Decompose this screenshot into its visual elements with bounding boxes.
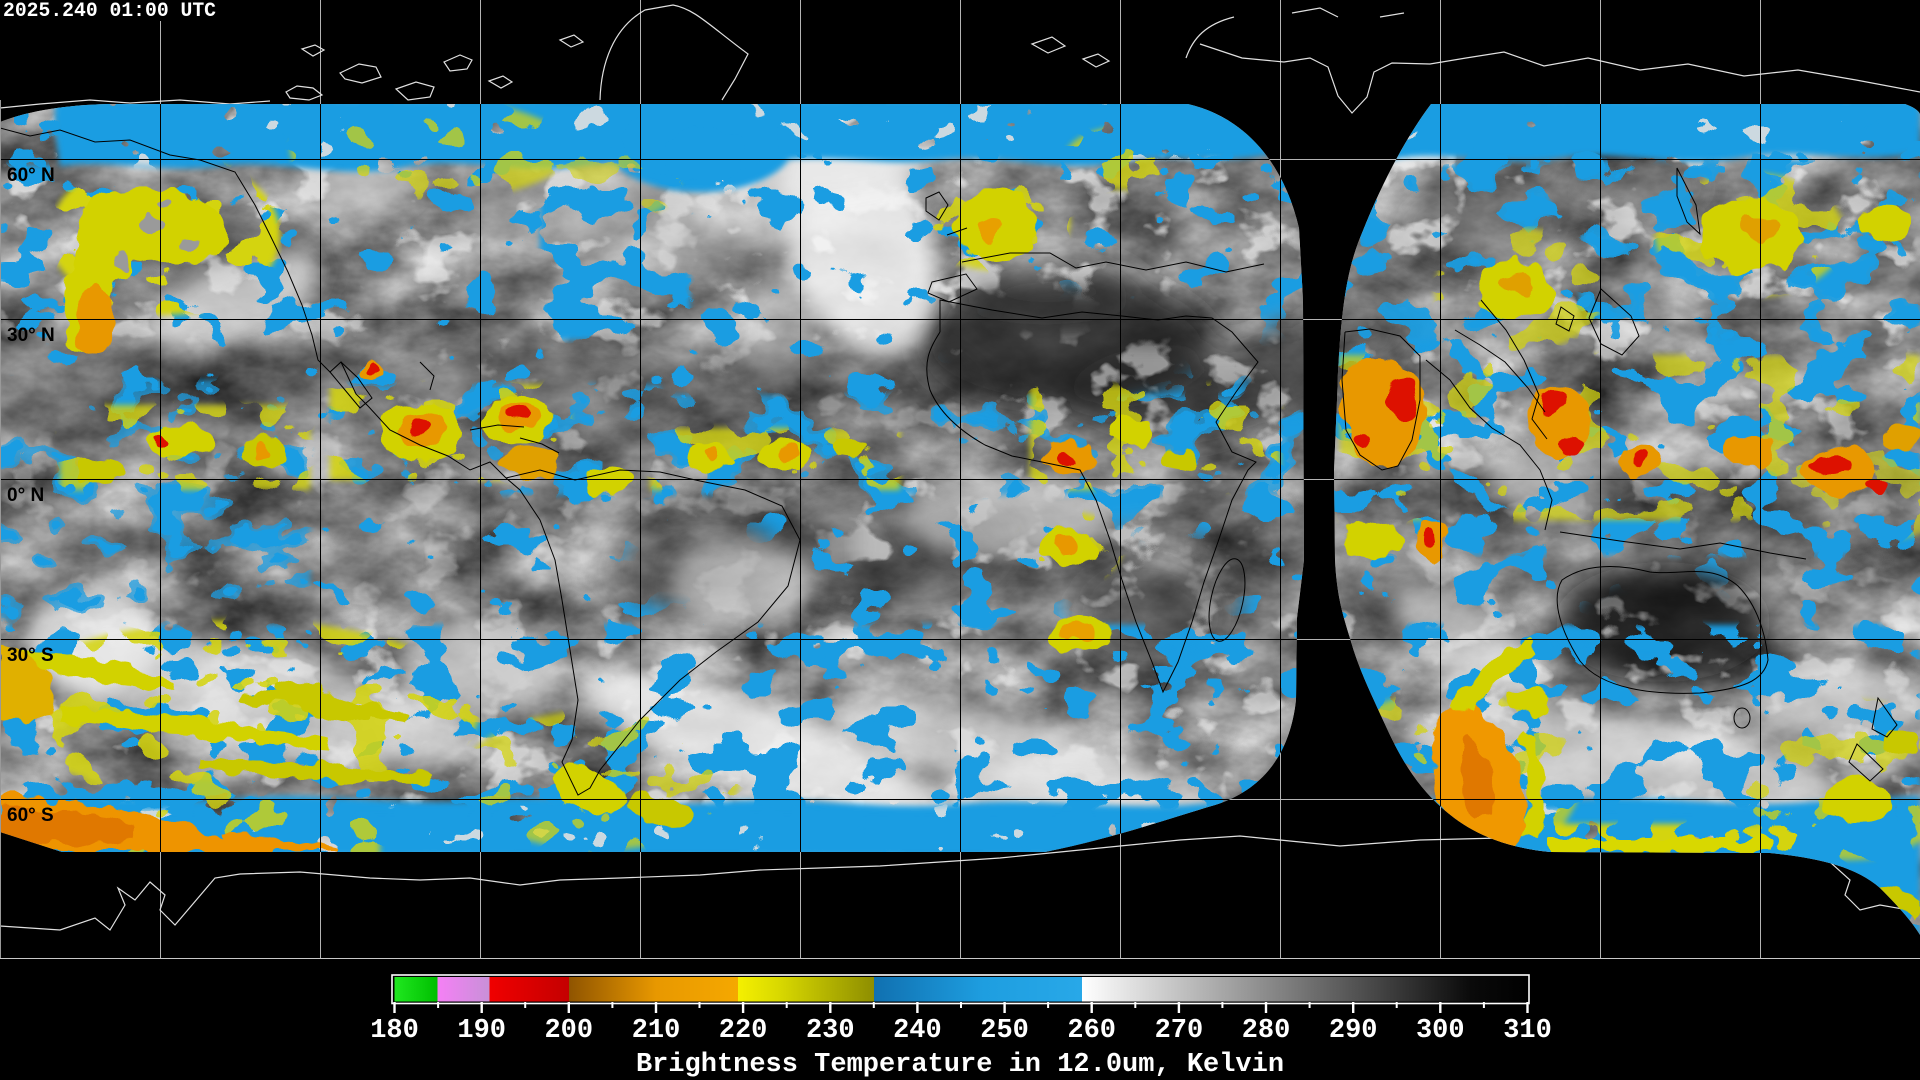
- svg-text:250: 250: [980, 1016, 1029, 1046]
- svg-text:30° S: 30° S: [7, 645, 54, 666]
- svg-text:2025.240 01:00 UTC: 2025.240 01:00 UTC: [3, 0, 216, 23]
- svg-text:60° S: 60° S: [7, 805, 54, 826]
- svg-text:290: 290: [1329, 1016, 1378, 1046]
- svg-text:210: 210: [632, 1016, 681, 1046]
- svg-text:310: 310: [1503, 1016, 1552, 1046]
- svg-text:230: 230: [806, 1016, 855, 1046]
- svg-text:220: 220: [719, 1016, 768, 1046]
- svg-text:0° N: 0° N: [7, 485, 44, 506]
- svg-text:30° N: 30° N: [7, 325, 55, 346]
- svg-text:200: 200: [544, 1016, 593, 1046]
- svg-text:260: 260: [1067, 1016, 1116, 1046]
- svg-text:270: 270: [1155, 1016, 1204, 1046]
- svg-text:190: 190: [457, 1016, 506, 1046]
- svg-text:60° N: 60° N: [7, 165, 55, 186]
- svg-text:280: 280: [1242, 1016, 1291, 1046]
- svg-text:180: 180: [370, 1016, 419, 1046]
- svg-text:300: 300: [1416, 1016, 1465, 1046]
- svg-text:Brightness Temperature in 12.0: Brightness Temperature in 12.0um, Kelvin: [636, 1050, 1284, 1080]
- svg-text:240: 240: [893, 1016, 942, 1046]
